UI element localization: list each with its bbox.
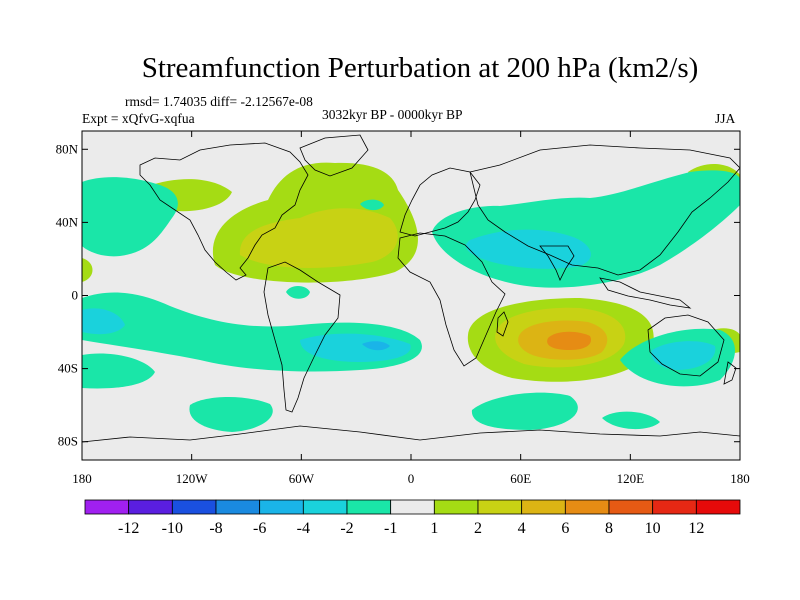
colorbar: -12 -10 -8 -6 -4 -2 -1 1 2 4 6 8 10 12 (84, 499, 741, 537)
x-tick-label: 60E (510, 471, 531, 486)
colorbar-label: -10 (162, 520, 183, 537)
colorbar-swatch (652, 499, 697, 515)
contour-negative-australia-core (651, 341, 716, 370)
contour-positive-south-indian-peak (547, 331, 592, 350)
coastline-southeast-asia-islands (599, 277, 692, 309)
x-tick-label: 180 (72, 471, 92, 486)
coastline-asia (469, 144, 740, 276)
contour-negative-north-pacific (82, 177, 178, 257)
coastline-antarctica (82, 425, 740, 443)
colorbar-label: 1 (430, 520, 438, 537)
colorbar-label: 10 (645, 520, 661, 537)
contour-negative-south-pacific-west (82, 353, 155, 389)
y-tick-label: 80N (56, 141, 79, 156)
contour-negative-atlantic-blob (286, 286, 310, 299)
contour-positive-north-atlantic-core (239, 208, 398, 268)
coastline-africa (397, 232, 506, 367)
colorbar-label: 12 (688, 520, 704, 537)
contour-negative-south-atlantic-core (300, 333, 411, 362)
coastline-greenland (299, 134, 369, 177)
coastline-indian-peninsula (539, 245, 575, 281)
colorbar-swatch (564, 499, 610, 515)
chart-title: Streamfunction Perturbation at 200 hPa (… (141, 52, 699, 84)
coastline-australia (647, 314, 725, 377)
x-tick-label: 120E (617, 471, 645, 486)
contour-negative-north-pacific-core (82, 308, 125, 335)
contour-negative-south-atlantic-center (362, 341, 390, 351)
x-tick-label: 0 (408, 471, 415, 486)
colorbar-label: -1 (384, 520, 397, 537)
colorbar-swatch (171, 499, 217, 515)
coastline-layer (82, 134, 740, 443)
colorbar-swatch (390, 499, 435, 515)
colorbar-swatch (346, 499, 392, 515)
season-label: JJA (715, 111, 736, 126)
coastline-north-america (139, 142, 309, 281)
y-tick-label: 80S (58, 434, 78, 449)
colorbar-label: -12 (118, 520, 139, 537)
colorbar-label: 8 (605, 520, 613, 537)
x-tick-label: 60W (289, 471, 315, 486)
contour-negative-tasman-sea (602, 411, 660, 430)
coastline-madagascar (496, 311, 509, 337)
coastline-europe (399, 167, 481, 237)
contour-positive-east-pacific (82, 258, 93, 282)
colorbar-label: -8 (209, 520, 222, 537)
colorbar-swatch (84, 499, 130, 515)
stats-line: rmsd= 1.74035 diff= -2.12567e-08 (125, 94, 313, 109)
x-tick-label: 120W (176, 471, 209, 486)
y-tick-label: 40S (58, 361, 78, 376)
colorbar-swatch (477, 499, 523, 515)
colorbar-label: -6 (253, 520, 266, 537)
contour-negative-south-america-tip (189, 396, 273, 432)
colorbar-swatch (608, 499, 654, 515)
colorbar-label: -4 (297, 520, 310, 537)
colorbar-label: 6 (561, 520, 569, 537)
axes-layer: 180 120W 60W 0 60E 120E 180 80N 40N 0 40S 80S (56, 131, 750, 486)
contour-negative-south-indian-ocean (471, 392, 578, 430)
colorbar-label: -2 (340, 520, 353, 537)
colorbar-swatch (695, 499, 741, 515)
coastline-new-zealand (723, 361, 737, 385)
experiment-label: Expt = xQfvG-xqfua (82, 111, 195, 126)
chart-subtitle: 3032kyr BP - 0000kyr BP (322, 107, 463, 122)
y-tick-label: 0 (72, 288, 79, 303)
contour-negative-north-atlantic-blob (360, 199, 384, 211)
colorbar-swatch (128, 499, 173, 515)
y-tick-label: 40N (56, 214, 79, 229)
colorbar-swatch (259, 499, 304, 515)
colorbar-label: 4 (518, 520, 526, 537)
contour-fill-layer (82, 162, 740, 432)
colorbar-swatch (433, 499, 479, 515)
x-tick-label: 180 (730, 471, 750, 486)
colorbar-swatch (302, 499, 348, 515)
colorbar-label: 2 (474, 520, 482, 537)
colorbar-swatch (215, 499, 261, 515)
coastline-south-america (263, 261, 341, 413)
colorbar-swatch (521, 499, 566, 515)
